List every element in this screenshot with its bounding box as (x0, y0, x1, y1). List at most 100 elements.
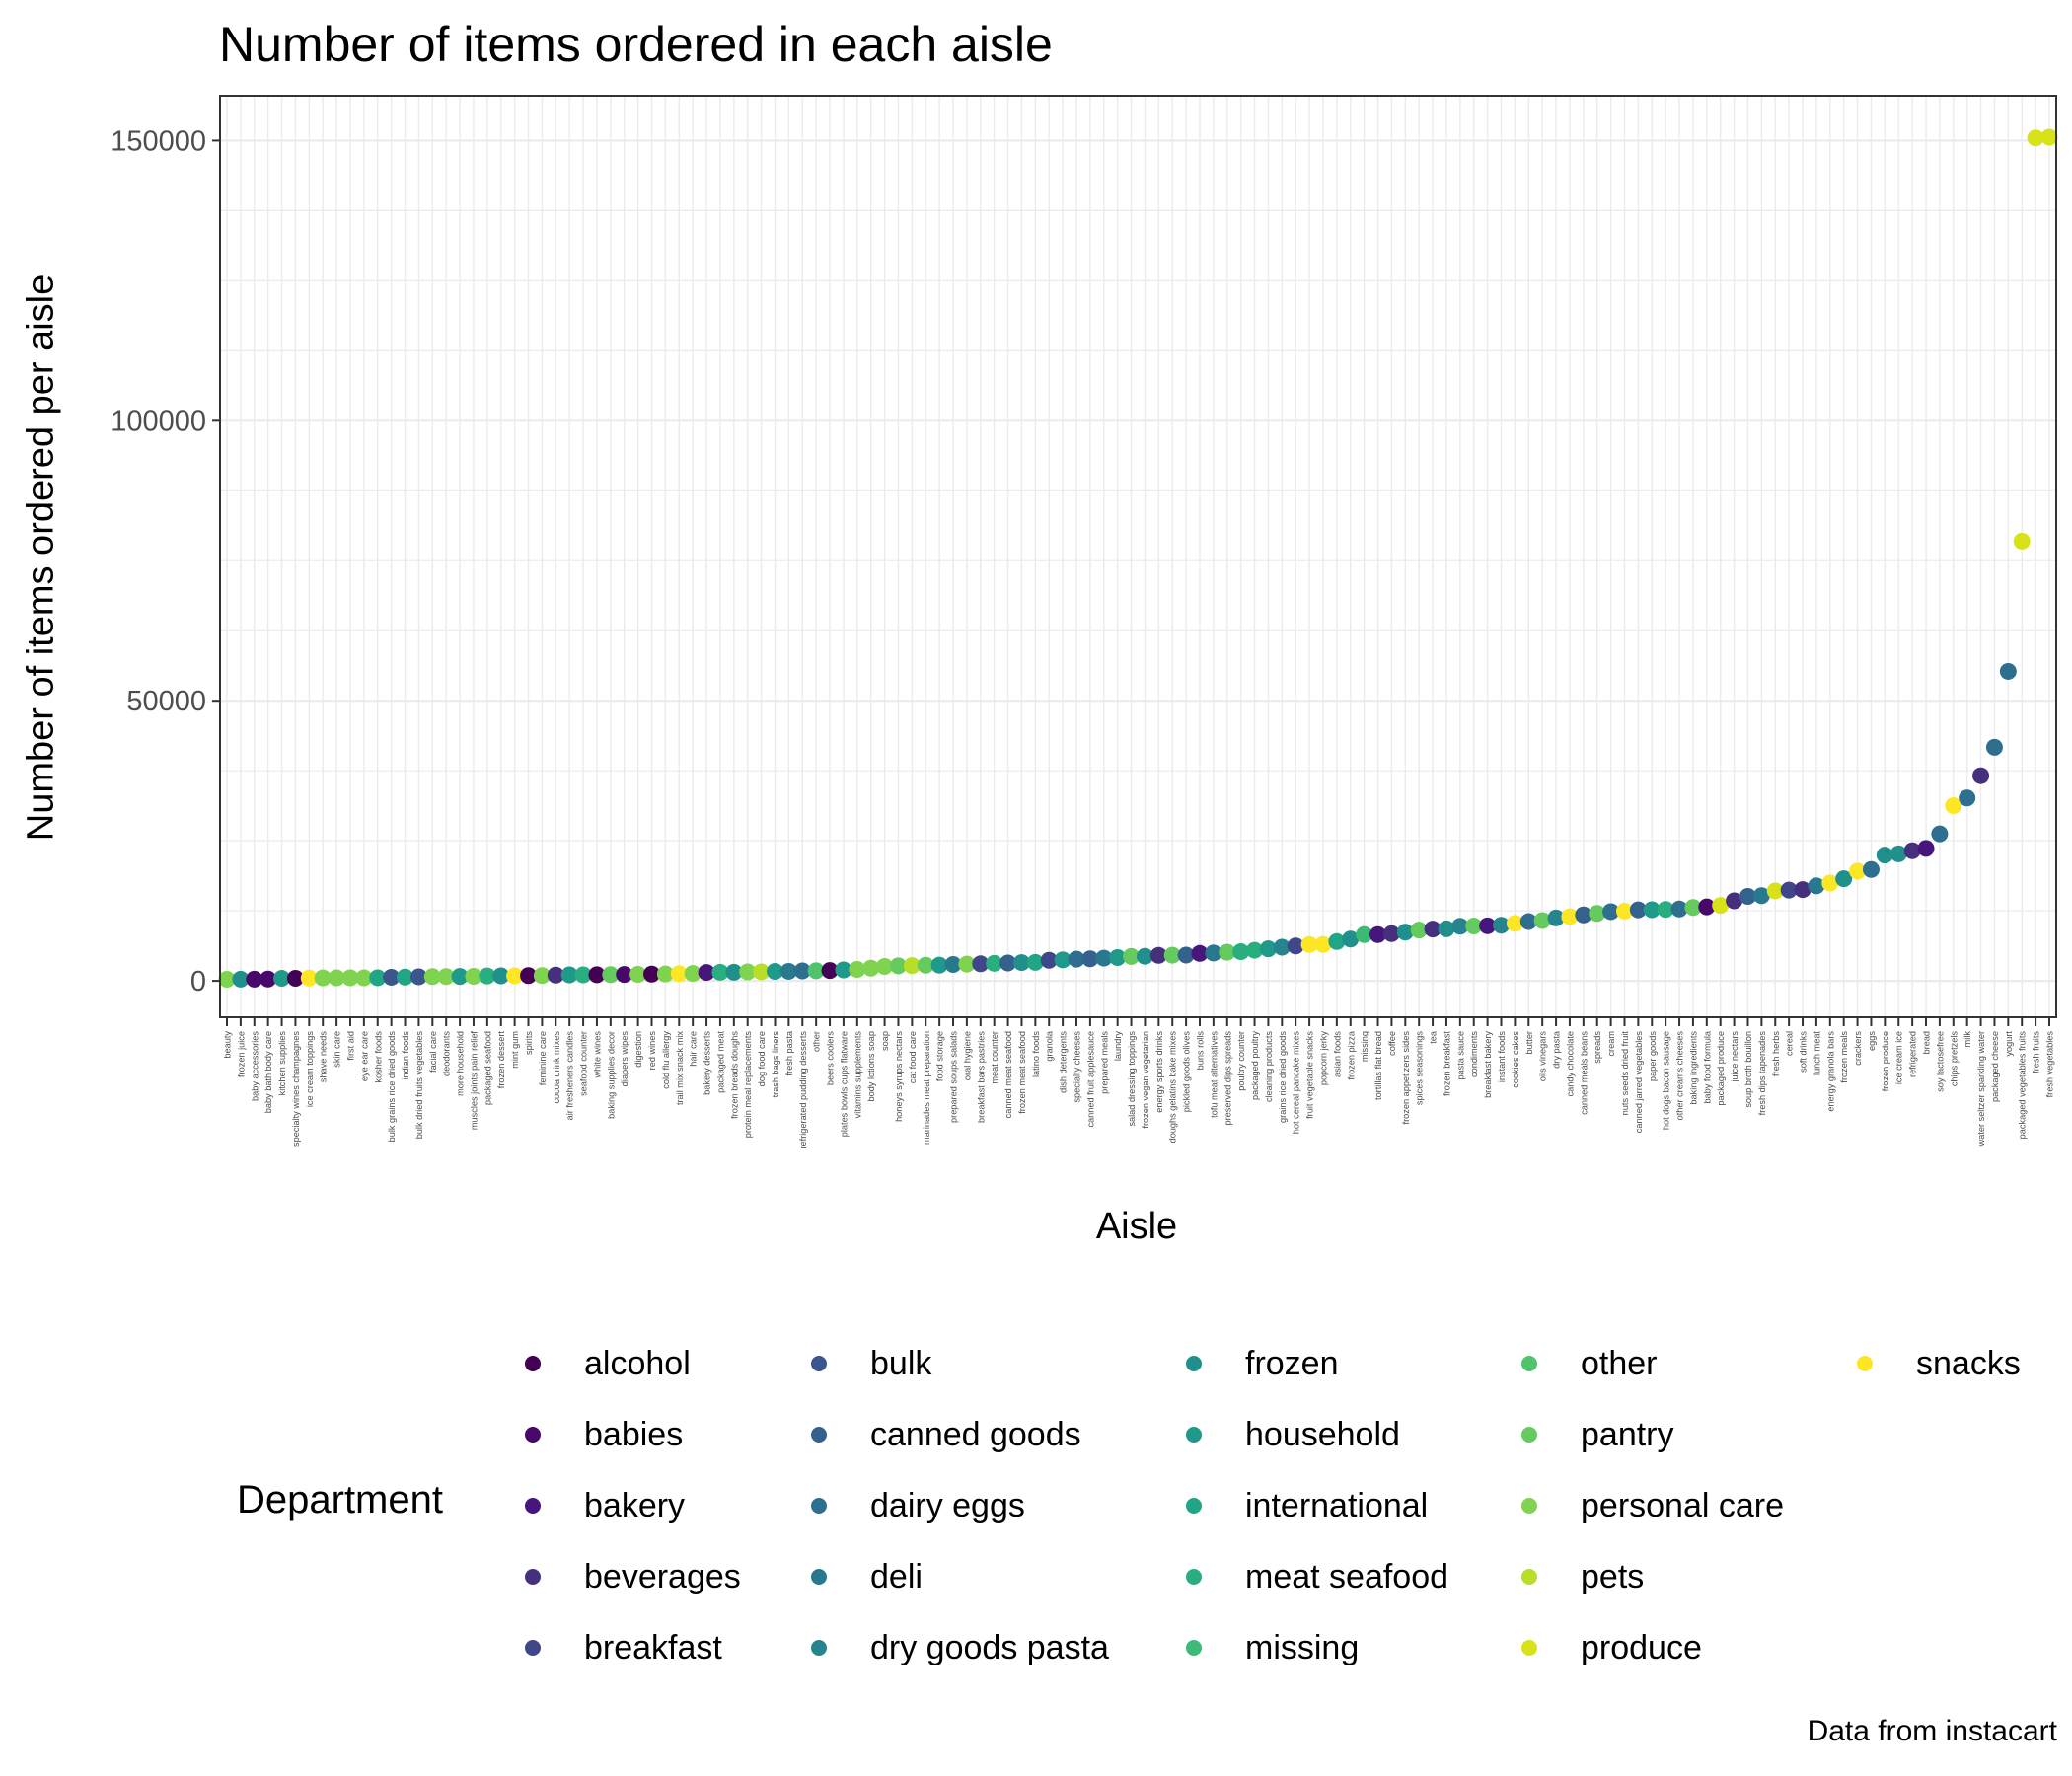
data-point (355, 969, 373, 987)
legend-item: deli (799, 1547, 923, 1606)
data-point (1479, 917, 1497, 934)
x-tick-label: missing (1360, 1031, 1369, 1062)
legend-label: bakery (584, 1486, 686, 1524)
legend-swatch (1857, 1356, 1873, 1371)
y-tick-label: 50000 (126, 686, 206, 717)
data-point (1862, 860, 1880, 878)
legend-swatch (525, 1569, 541, 1585)
data-point (1684, 899, 1702, 917)
x-tick-label: prepared meals (1099, 1031, 1109, 1094)
x-tick-label: grains rice dried goods (1278, 1031, 1288, 1123)
x-tick-label: plates bowls cups flatware (839, 1031, 849, 1137)
legend-item: missing (1174, 1618, 1359, 1677)
x-tick-label: latino foods (1031, 1031, 1041, 1077)
data-point (1095, 949, 1113, 967)
x-tick-label: fresh pasta (784, 1030, 794, 1075)
data-point (218, 970, 236, 988)
x-tick-label: frozen pizza (1346, 1030, 1356, 1079)
data-point (574, 966, 592, 984)
data-point (232, 970, 250, 988)
x-tick-label: oils vinegars (1538, 1031, 1548, 1081)
legend-label: canned goods (870, 1415, 1081, 1453)
data-point (1109, 949, 1127, 967)
data-point (383, 968, 401, 986)
data-point (286, 969, 304, 987)
data-point (1219, 943, 1236, 961)
data-point (1410, 922, 1428, 939)
data-point (958, 955, 976, 973)
legend-item: snacks (1845, 1334, 2021, 1393)
x-tick-label: salad dressing toppings (1127, 1031, 1137, 1127)
legend-label: household (1245, 1415, 1400, 1453)
data-point (1917, 840, 1935, 857)
x-tick-label: spreads (1592, 1031, 1602, 1064)
x-tick-label: tea (1429, 1030, 1439, 1044)
plot-border (219, 95, 2057, 1018)
x-tick-label: canned fruit applesauce (1085, 1031, 1095, 1128)
data-point (1849, 862, 1867, 880)
data-point (492, 967, 510, 985)
data-point (1780, 881, 1798, 899)
x-tick-label: vitamins supplements (852, 1031, 862, 1119)
legend-label: bulk (870, 1344, 932, 1382)
data-point (533, 967, 551, 985)
data-point (739, 963, 757, 981)
data-point (1657, 901, 1674, 919)
data-point (643, 965, 660, 983)
data-point (862, 959, 880, 977)
data-point (1054, 951, 1072, 969)
x-tick-label: facial care (428, 1031, 438, 1073)
x-tick-label: fresh herbs (1771, 1031, 1781, 1076)
data-point (1999, 662, 2017, 680)
legend-label: breakfast (584, 1628, 722, 1666)
x-tick-label: spices seasonings (1415, 1031, 1425, 1105)
x-tick-label: cold flu allergy (661, 1031, 671, 1089)
legend-item: canned goods (799, 1405, 1081, 1464)
x-tick-label: yogurt (2004, 1031, 2014, 1057)
data-point (1205, 944, 1222, 962)
legend-swatch (1186, 1498, 1202, 1514)
legend-item: dry goods pasta (799, 1618, 1109, 1677)
x-tick-label: tortillas flat bread (1373, 1031, 1383, 1100)
data-point (684, 965, 702, 983)
data-point (1081, 950, 1099, 968)
data-point (807, 962, 825, 980)
y-axis: 0 50000 100000 150000 (111, 125, 220, 998)
data-point (341, 969, 359, 987)
x-tick-label: canned meals beans (1579, 1031, 1589, 1115)
data-point (506, 967, 524, 985)
x-tick-label: oral hygiene (962, 1031, 972, 1080)
x-tick-label: cereal (1785, 1031, 1795, 1056)
data-point (1136, 947, 1153, 965)
x-tick-label: lunch meat (1812, 1031, 1821, 1075)
x-tick-label: specialty wines champagnes (291, 1031, 301, 1147)
data-point (1300, 935, 1318, 953)
x-tick-label: cleaning products (1264, 1031, 1274, 1102)
x-tick-label: cookies cakes (1511, 1031, 1520, 1088)
x-tick-label: soap (880, 1031, 890, 1051)
data-point (1575, 906, 1592, 924)
legend-swatch (525, 1640, 541, 1656)
x-tick-label: canned jarred vegetables (1634, 1031, 1644, 1134)
data-point (1547, 909, 1565, 926)
x-tick-label: white wines (592, 1031, 602, 1079)
data-point (1876, 847, 1893, 864)
legend-item: beverages (513, 1547, 741, 1606)
x-tick-label: ice cream toppings (305, 1031, 315, 1108)
data-point (328, 969, 345, 987)
legend-swatch (525, 1356, 541, 1371)
legend-item: other (1510, 1334, 1658, 1393)
x-tick-label: baking ingredients (1688, 1031, 1698, 1105)
x-tick-label: cream (1606, 1031, 1616, 1057)
data-point (547, 966, 564, 984)
data-point (246, 970, 263, 988)
legend-item: breakfast (513, 1618, 722, 1677)
data-point (1493, 917, 1511, 934)
x-tick-label: bulk dried fruits vegetables (414, 1031, 424, 1140)
legend-item: frozen (1174, 1334, 1339, 1393)
x-tick-label: first aid (345, 1031, 355, 1061)
x-tick-label: baby food formula (1702, 1030, 1712, 1103)
legend-swatch (525, 1427, 541, 1443)
x-tick-label: buns rolls (1195, 1031, 1205, 1071)
